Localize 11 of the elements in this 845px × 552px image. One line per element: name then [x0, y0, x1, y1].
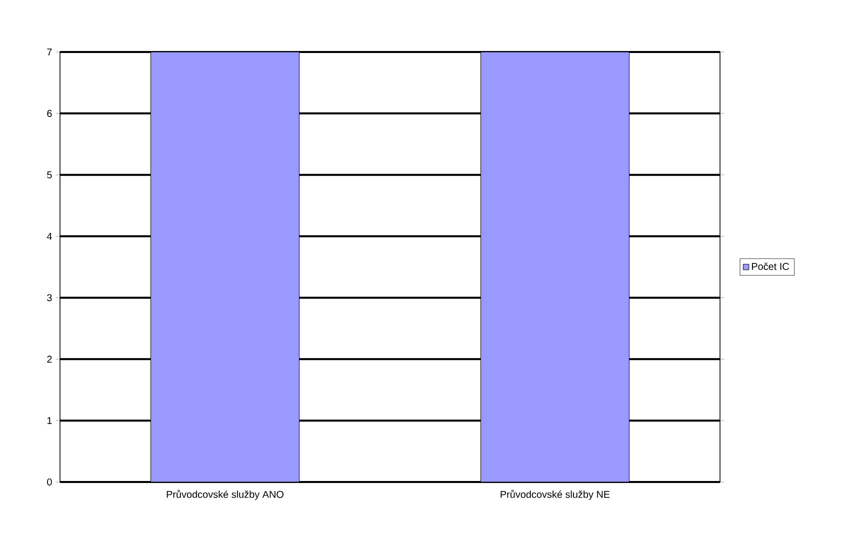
y-tick-label: 0 [47, 478, 52, 486]
legend-label: Počet IC [752, 262, 789, 270]
y-tick-label: 1 [47, 417, 52, 424]
y-tick-label: 3 [47, 294, 52, 302]
y-tick-label: 7 [47, 48, 52, 56]
x-tick-label: Průvodcovské služby NE [500, 490, 610, 500]
y-tick-label: 2 [47, 356, 52, 363]
y-tick-label: 4 [46, 232, 52, 240]
x-tick-label: Průvodcovské služby ANO [166, 490, 284, 500]
y-tick-label: 5 [47, 171, 52, 178]
y-tick-label: 6 [47, 110, 52, 117]
